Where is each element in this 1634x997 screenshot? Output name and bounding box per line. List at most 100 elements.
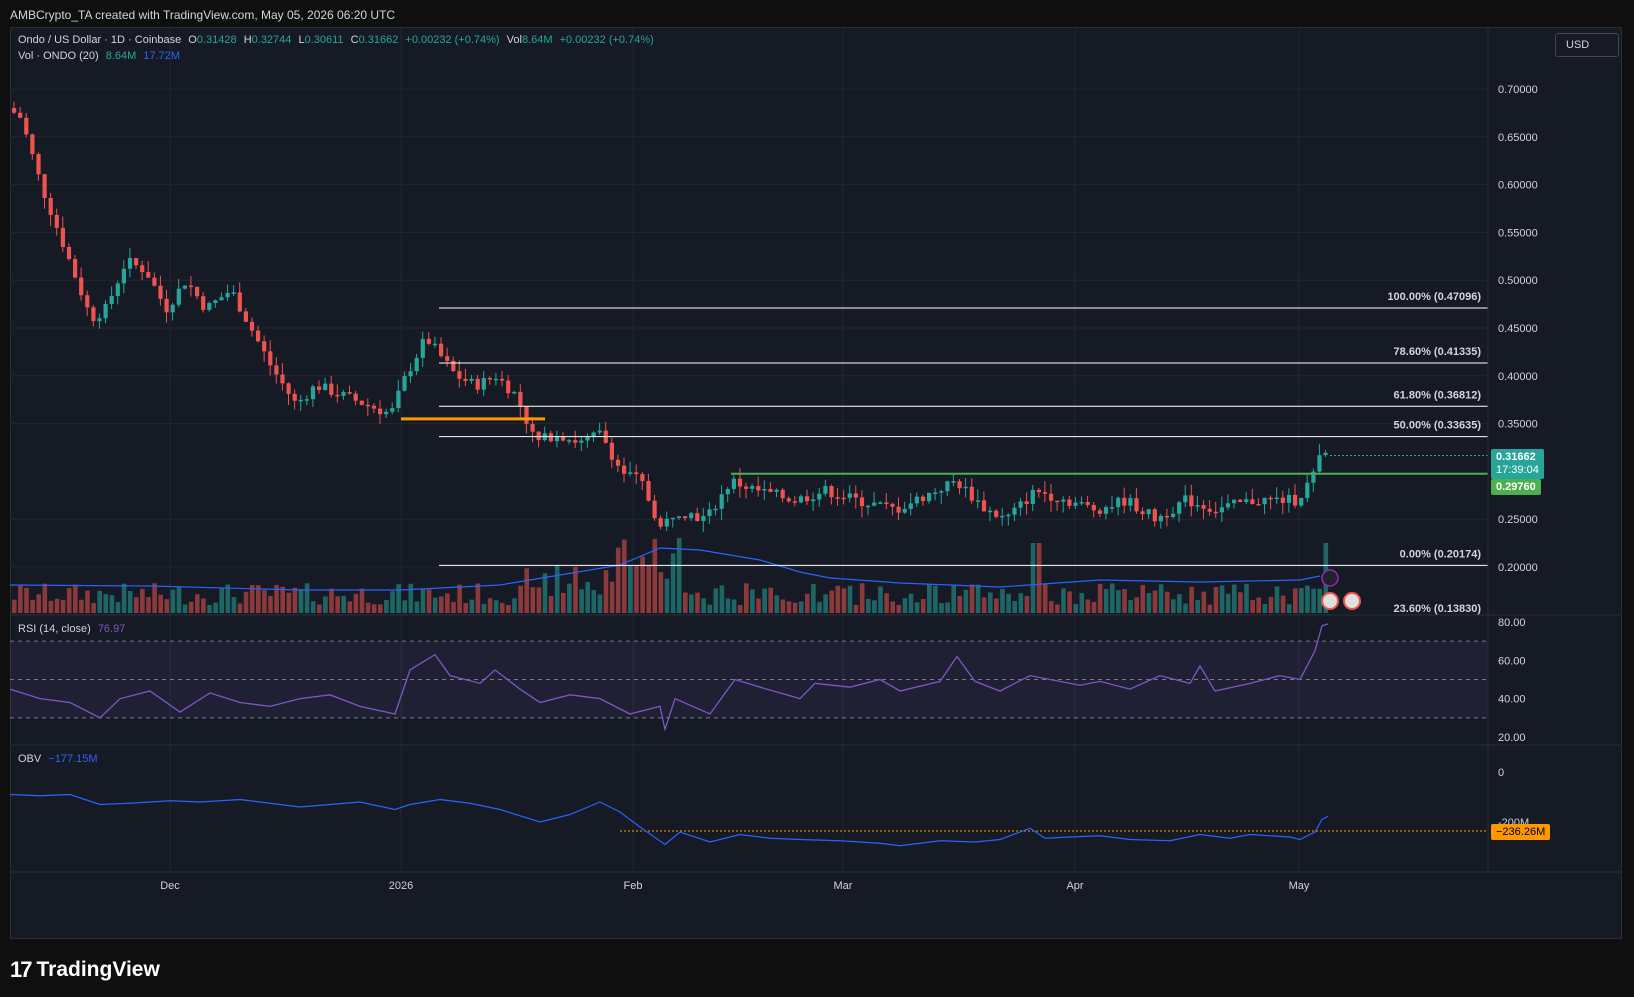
chart-frame[interactable] [10, 27, 1622, 939]
volume-bar [1219, 585, 1225, 613]
volume-bar [152, 583, 157, 613]
fib-level-label: 0.00% (0.20174) [1400, 548, 1482, 560]
obv-label: OBV [18, 753, 42, 765]
price-tick-label: 0.50000 [1498, 275, 1538, 287]
volume-bar [1042, 584, 1048, 613]
candle-body [756, 486, 761, 491]
volume-bar [463, 603, 468, 613]
volume-bar [1152, 590, 1158, 613]
candle-body [670, 517, 675, 520]
candle-body [1146, 509, 1151, 515]
candle-body [164, 298, 169, 313]
candle-body [701, 516, 706, 522]
candle-body [378, 408, 383, 415]
candle-body [298, 399, 303, 402]
volume-bar [256, 585, 261, 613]
candle-body [1055, 500, 1060, 503]
candle-body [823, 486, 828, 494]
volume-bar [188, 601, 194, 613]
volume-bar [1164, 591, 1170, 613]
candle-body [1177, 502, 1182, 514]
change-value: +0.00232 (+0.74%) [405, 34, 500, 46]
volume-bar [567, 583, 572, 613]
volume-bar [1055, 604, 1060, 613]
volume-bar [451, 601, 456, 613]
volume-bar [1268, 596, 1274, 613]
volume-bar [1146, 593, 1152, 613]
candle-body [85, 295, 90, 308]
candle-body [1091, 504, 1096, 511]
fib-level-label: 50.00% (0.33635) [1394, 420, 1482, 432]
candle-body [463, 378, 468, 381]
volume-bar [487, 598, 493, 613]
volume-bar [79, 599, 84, 613]
fib-level-label: 78.60% (0.41335) [1394, 346, 1482, 358]
candle-body [1299, 497, 1304, 506]
candle-body [853, 493, 858, 498]
resistance-price-tag: 0.29760 [1491, 479, 1541, 495]
volume-bar [127, 590, 133, 613]
candle-body [432, 343, 438, 346]
low-label: L [298, 34, 305, 46]
candle-body [268, 351, 273, 366]
volume-bar [591, 590, 597, 613]
volume-bar [823, 594, 828, 613]
candle-body [48, 197, 53, 215]
volume-bar [615, 547, 621, 613]
tradingview-brand[interactable]: 17 TradingView [10, 957, 160, 983]
last-price-value: 0.31662 [1496, 451, 1536, 463]
volume-bar [335, 596, 340, 613]
volume-bar [811, 584, 816, 613]
last-price-tag: 0.31662 17:39:04 [1491, 449, 1544, 479]
volume-bar [1030, 543, 1036, 613]
obv-level-tag: −236.26M [1491, 824, 1551, 840]
candlesticks [12, 101, 1328, 532]
volume-bar [329, 588, 334, 613]
volume-bar [1103, 589, 1109, 613]
vol-indicator-label: Vol · ONDO (20) [18, 50, 99, 62]
volume-bar [323, 596, 328, 613]
volume-bar [518, 585, 523, 613]
candle-body [36, 154, 41, 175]
volume-bar [97, 590, 102, 613]
volume-bars [9, 538, 1329, 613]
volume-bar [195, 594, 200, 613]
volume-bar [835, 585, 841, 613]
candle-body [54, 214, 59, 228]
chart-overlays: 100.00% (0.47096) 78.60% (0.41335) 61.80% … [401, 291, 1488, 615]
volume-bar [597, 594, 603, 613]
candle-body [1201, 505, 1206, 509]
rsi-tick-label: 80.00 [1498, 617, 1526, 629]
currency-button[interactable]: USD [1555, 33, 1619, 57]
candle-body [30, 134, 35, 155]
price-tick-label: 0.25000 [1498, 514, 1538, 526]
volume-bar [1177, 594, 1182, 613]
candle-body [1189, 495, 1194, 507]
volume-bar [1232, 584, 1237, 613]
symbol-label: Ondo / US Dollar · 1D · Coinbase [18, 34, 182, 46]
candle-body [683, 516, 688, 519]
candle-body [158, 285, 163, 299]
candle-body [878, 502, 883, 504]
volume-bar [920, 599, 926, 613]
time-tick-label: Apr [1066, 880, 1083, 892]
volume-bar [609, 581, 615, 613]
obv-pane: 0-200M [9, 767, 1529, 847]
volume-bar [719, 585, 725, 613]
price-tick-label: 0.40000 [1498, 371, 1538, 383]
volume-bar [54, 598, 60, 613]
volume-bar [890, 601, 895, 613]
candle-body [512, 391, 517, 394]
volume-ma-line [9, 547, 1321, 591]
time-tick-label: May [1289, 880, 1310, 892]
volume-bar [689, 594, 694, 613]
price-tick-label: 0.20000 [1498, 562, 1538, 574]
volume-bar [762, 588, 767, 613]
candle-body [561, 436, 566, 441]
price-tick-label: 0.35000 [1498, 419, 1538, 431]
volume-bar [371, 604, 377, 613]
volume-bar [213, 602, 218, 613]
rsi-line [9, 623, 1329, 732]
candle-body [371, 405, 377, 409]
